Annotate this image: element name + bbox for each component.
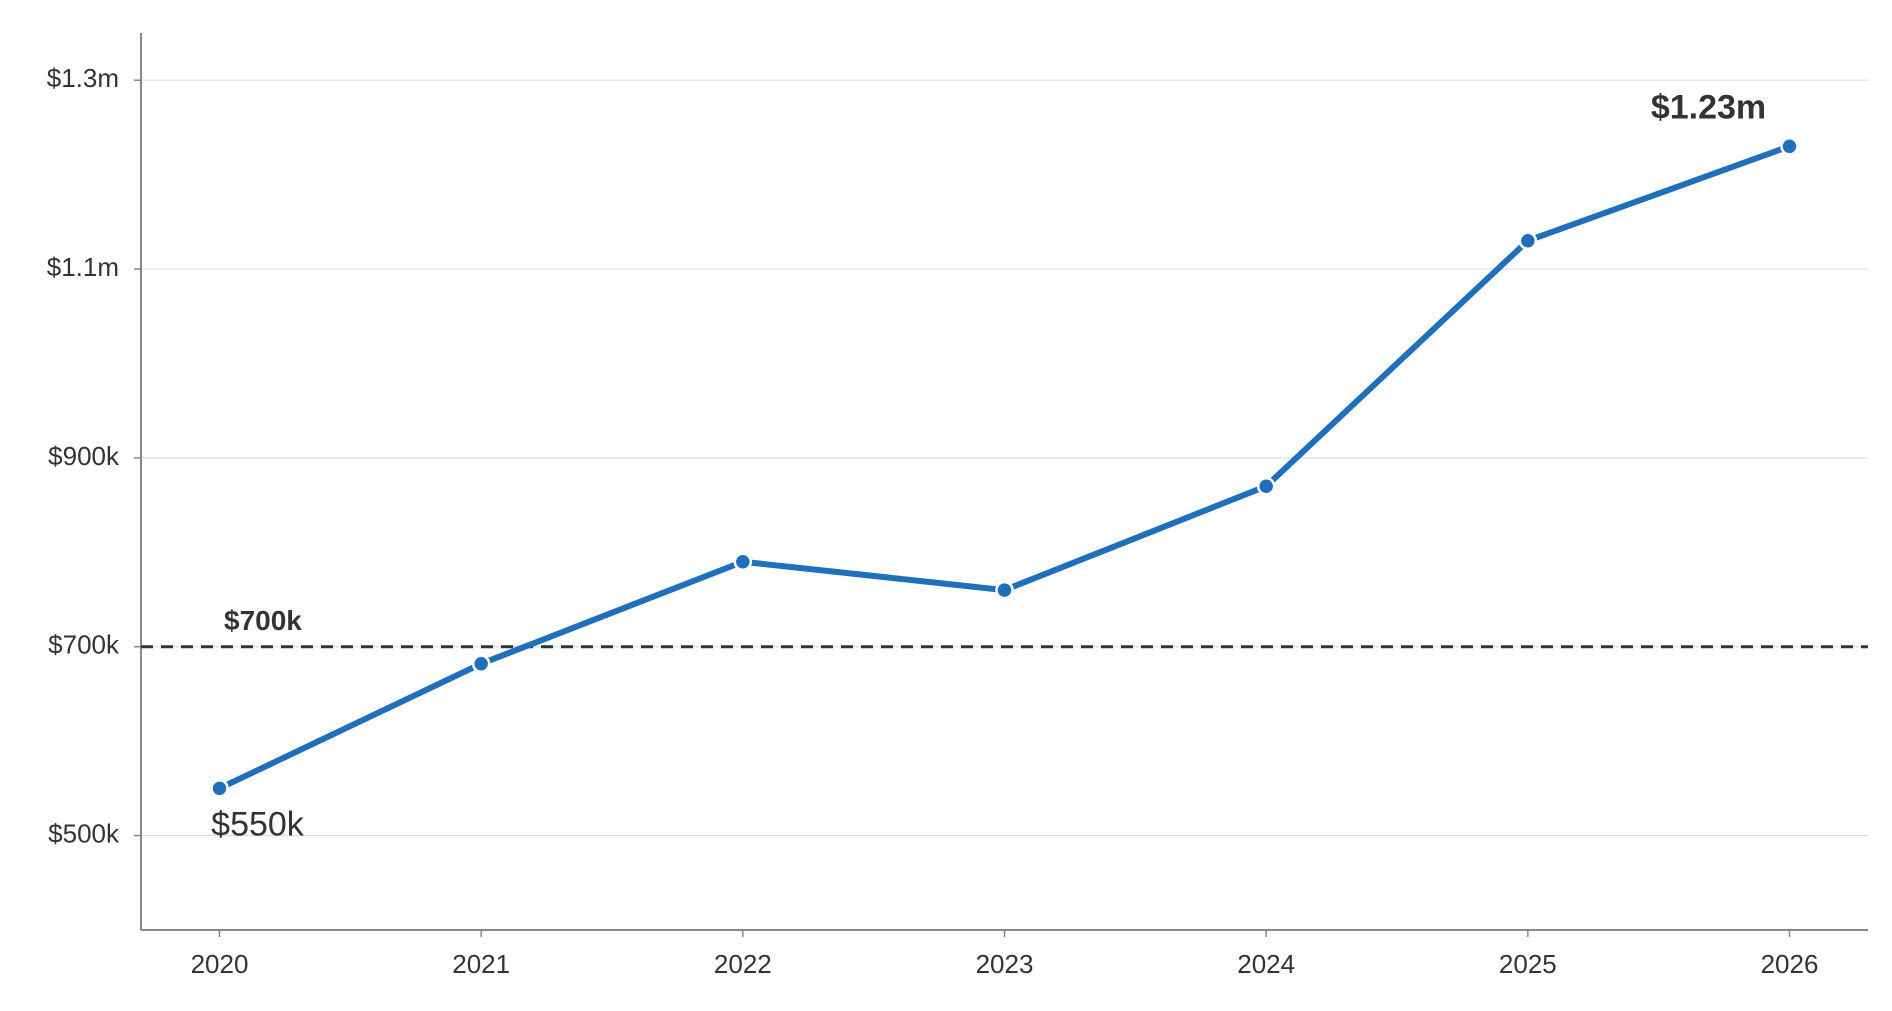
y-tick-label: $1.1m xyxy=(47,252,119,282)
x-tick-label: 2024 xyxy=(1237,949,1295,979)
x-tick-label: 2022 xyxy=(714,949,772,979)
y-tick-label: $700k xyxy=(48,630,120,660)
x-tick-label: 2021 xyxy=(452,949,510,979)
y-tick-label: $900k xyxy=(48,441,120,471)
x-tick-label: 2023 xyxy=(976,949,1034,979)
marker xyxy=(1780,137,1799,156)
marker xyxy=(1518,231,1538,250)
y-tick-label: $500k xyxy=(48,818,120,848)
marker xyxy=(210,779,229,798)
x-tick-label: 2026 xyxy=(1761,949,1819,979)
line xyxy=(218,143,1791,792)
marker xyxy=(733,552,753,572)
value-label: $1.23m xyxy=(1651,88,1766,126)
marker xyxy=(995,580,1014,600)
marker xyxy=(1256,476,1276,496)
y-tick-label: $1.3m xyxy=(47,63,119,93)
x-tick-label: 2020 xyxy=(191,949,249,979)
reference-label: $700k xyxy=(224,605,302,636)
value-label: $550k xyxy=(211,805,305,843)
x-tick-label: 2025 xyxy=(1499,949,1557,979)
marker xyxy=(471,654,491,673)
